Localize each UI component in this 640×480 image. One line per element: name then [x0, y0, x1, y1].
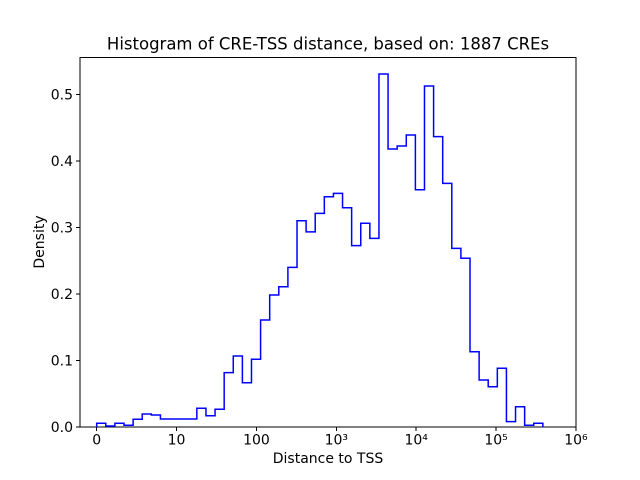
y-tick-label: 0.4	[51, 154, 73, 170]
histogram-step-curve	[95, 73, 544, 428]
x-tick-label: 10⁵	[484, 433, 507, 449]
y-tick-label: 0.3	[51, 221, 73, 237]
y-tick-label: 0.0	[51, 420, 73, 436]
chart-title: Histogram of CRE-TSS distance, based on:…	[106, 34, 550, 54]
x-tick-label: 10⁶	[564, 433, 588, 449]
y-tick-label: 0.1	[51, 354, 73, 370]
x-tick-label: 10³	[325, 433, 348, 449]
y-axis-label: Density	[32, 215, 48, 269]
y-tick-label: 0.5	[51, 88, 73, 104]
plot-frame	[79, 57, 577, 428]
x-tick-label: 10	[168, 433, 186, 449]
x-axis-label: Distance to TSS	[272, 451, 384, 467]
x-tick-label: 0	[92, 433, 101, 449]
x-tick-label: 10⁴	[404, 433, 428, 449]
x-tick-label: 100	[243, 433, 270, 449]
y-tick-label: 0.2	[51, 287, 73, 303]
